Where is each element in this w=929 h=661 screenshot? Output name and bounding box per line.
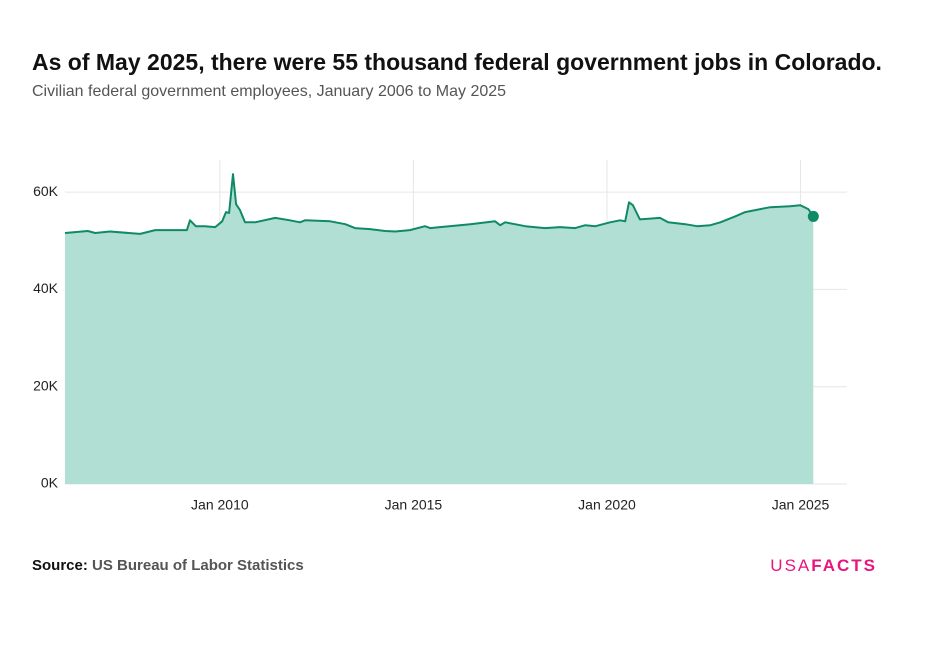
y-tick-label: 60K bbox=[33, 183, 59, 199]
chart-subtitle: Civilian federal government employees, J… bbox=[32, 83, 506, 100]
source-label: Source: bbox=[32, 557, 88, 574]
logo-bold: FACTS bbox=[811, 556, 877, 575]
logo: USAFACTS bbox=[770, 556, 877, 575]
line bbox=[64, 173, 815, 235]
x-tick-label: Jan 2015 bbox=[385, 497, 443, 513]
y-tick-label: 0K bbox=[41, 475, 59, 491]
y-tick-label: 40K bbox=[33, 280, 59, 296]
chart-title: As of May 2025, there were 55 thousand f… bbox=[32, 49, 882, 75]
area bbox=[65, 174, 814, 484]
source-name: US Bureau of Labor Statistics bbox=[92, 557, 304, 574]
source: Source: US Bureau of Labor Statistics bbox=[32, 557, 304, 574]
plot: 0K 20K 40K 60K Jan 2010 Jan 2015 Jan 2020 Jan 2… bbox=[33, 160, 847, 513]
x-tick-label: Jan 2020 bbox=[578, 497, 636, 513]
x-tick-label: Jan 2010 bbox=[191, 497, 249, 513]
y-tick-label: 20K bbox=[33, 377, 59, 393]
x-tick-label: Jan 2025 bbox=[772, 497, 830, 513]
end-point bbox=[807, 210, 819, 222]
logo-light: USA bbox=[770, 556, 811, 575]
